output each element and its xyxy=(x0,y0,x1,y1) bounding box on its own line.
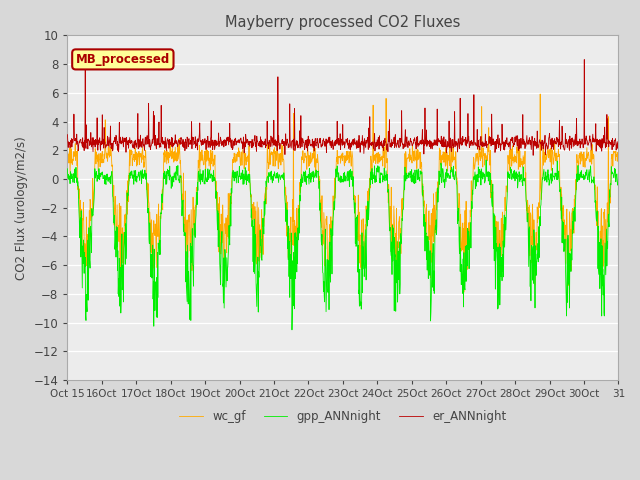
er_ANNnight xyxy=(542,145,550,151)
gpp_ANNnight xyxy=(481,180,488,186)
wc_gf xyxy=(223,248,230,254)
wc_gf xyxy=(173,158,180,164)
wc_gf xyxy=(460,289,468,295)
wc_gf xyxy=(163,155,170,161)
er_ANNnight xyxy=(163,148,170,154)
Text: MB_processed: MB_processed xyxy=(76,53,170,66)
gpp_ANNnight xyxy=(223,267,230,273)
er_ANNnight xyxy=(580,57,588,62)
er_ANNnight xyxy=(529,153,537,158)
wc_gf xyxy=(63,155,71,161)
wc_gf xyxy=(481,162,488,168)
Line: wc_gf: wc_gf xyxy=(67,94,618,292)
er_ANNnight xyxy=(173,138,180,144)
gpp_ANNnight xyxy=(273,170,280,176)
Y-axis label: CO2 Flux (urology/m2/s): CO2 Flux (urology/m2/s) xyxy=(15,136,28,279)
gpp_ANNnight xyxy=(173,170,180,176)
wc_gf xyxy=(536,91,544,97)
er_ANNnight xyxy=(63,132,71,138)
er_ANNnight xyxy=(223,142,230,148)
Line: er_ANNnight: er_ANNnight xyxy=(67,60,618,156)
gpp_ANNnight xyxy=(288,327,296,333)
wc_gf xyxy=(273,157,280,163)
Title: Mayberry processed CO2 Fluxes: Mayberry processed CO2 Fluxes xyxy=(225,15,461,30)
er_ANNnight xyxy=(481,143,488,149)
gpp_ANNnight xyxy=(163,169,170,175)
gpp_ANNnight xyxy=(483,157,490,163)
wc_gf xyxy=(614,158,622,164)
er_ANNnight xyxy=(273,138,280,144)
gpp_ANNnight xyxy=(542,177,550,183)
Line: gpp_ANNnight: gpp_ANNnight xyxy=(67,160,618,330)
gpp_ANNnight xyxy=(614,175,622,181)
wc_gf xyxy=(542,152,550,157)
er_ANNnight xyxy=(614,140,622,145)
gpp_ANNnight xyxy=(63,166,71,172)
Legend: wc_gf, gpp_ANNnight, er_ANNnight: wc_gf, gpp_ANNnight, er_ANNnight xyxy=(175,405,511,428)
